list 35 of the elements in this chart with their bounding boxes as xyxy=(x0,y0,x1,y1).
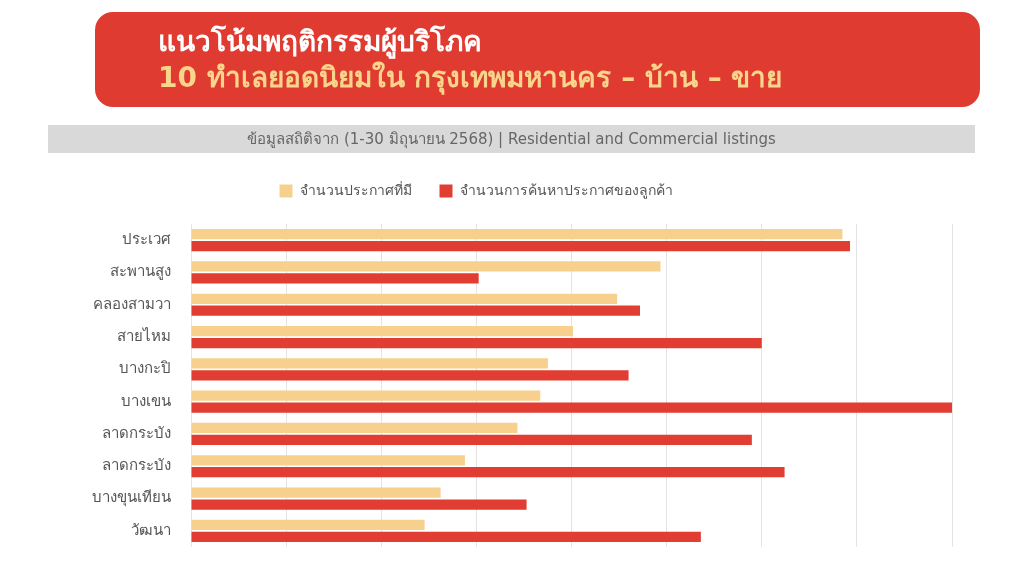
bar xyxy=(191,293,618,304)
bar xyxy=(191,390,541,401)
bar xyxy=(191,434,752,446)
y-tick-label: บางเขน xyxy=(121,391,171,410)
bar xyxy=(191,467,785,478)
bar xyxy=(191,499,527,510)
bar xyxy=(191,305,640,316)
bar xyxy=(191,229,843,240)
bar xyxy=(191,337,762,349)
y-tick-label: สายไหม xyxy=(117,326,171,345)
bar xyxy=(191,240,851,252)
bar xyxy=(191,402,952,413)
y-tick-label: ลาดกระบัง xyxy=(102,456,171,475)
bar xyxy=(191,370,629,381)
legend-label: จำนวนประกาศที่มี xyxy=(299,180,412,198)
bar xyxy=(191,531,701,542)
chart-title: แนวโน้มพฤติกรรมผู้บริโภค xyxy=(158,24,482,60)
bar xyxy=(191,422,518,434)
y-tick-label: วัฒนา xyxy=(131,520,171,539)
bar xyxy=(191,487,441,498)
y-tick-label: ประเวศ xyxy=(122,230,171,249)
y-tick-label: ลาดกระบัง xyxy=(102,423,171,442)
text: ข้อมูลสถิติจาก (1-30 มิถุนายน 2568) | Residential and Commercial listings xyxy=(48,125,975,153)
bar xyxy=(191,358,548,369)
y-tick-label: บางขุนเทียน xyxy=(92,488,171,508)
bar xyxy=(191,325,574,337)
y-tick-label: สะพานสูง xyxy=(110,262,171,281)
bar xyxy=(191,261,661,272)
legend-label: จำนวนการค้นหาประกาศของลูกค้า xyxy=(459,181,673,199)
bar xyxy=(191,519,425,531)
bar xyxy=(191,455,465,466)
bar xyxy=(191,273,479,284)
chart-subtitle: 10 ทำเลยอดนิยมใน กรุงเทพมหานคร – บ้าน – ขาย xyxy=(158,60,783,96)
y-tick-label: บางกะปิ xyxy=(119,359,171,378)
y-tick-label: คลองสามวา xyxy=(93,294,171,313)
